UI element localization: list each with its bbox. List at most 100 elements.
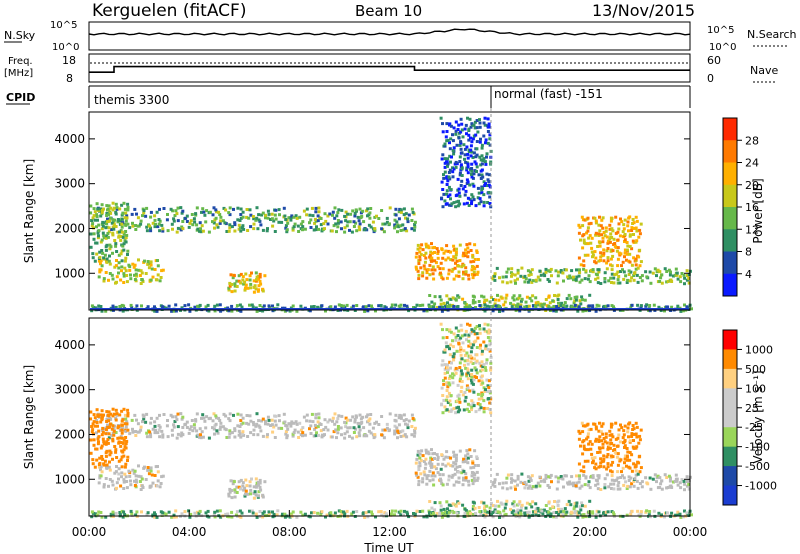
velocity-echo-cell <box>479 512 483 516</box>
velocity-echo-cell <box>111 437 115 441</box>
velocity-echo-cell <box>118 513 122 517</box>
power-echo-cell <box>89 232 93 236</box>
power-echo-cell <box>587 222 591 226</box>
velocity-echo-cell <box>155 416 159 420</box>
power-echo-cell <box>594 219 598 223</box>
velocity-echo-cell <box>151 481 155 485</box>
power-echo-cell <box>115 250 119 253</box>
velocity-echo-cell <box>557 512 561 516</box>
velocity-echo-cell <box>207 436 211 440</box>
velocity-echo-cell <box>474 339 478 343</box>
velocity-echo-cell <box>280 426 284 430</box>
power-echo-cell <box>428 294 432 297</box>
power-echo-cell <box>597 304 601 308</box>
power-echo-cell <box>367 304 371 308</box>
velocity-echo-cell <box>640 485 644 489</box>
power-echo-cell <box>509 271 513 275</box>
velocity-echo-cell <box>470 399 474 403</box>
power-echo-cell <box>394 207 398 211</box>
velocity-echo-cell <box>470 378 473 382</box>
velocity-echo-cell <box>449 409 453 413</box>
power-echo-cell <box>114 225 118 228</box>
velocity-echo-cell <box>354 414 358 418</box>
velocity-echo-cell <box>472 476 476 480</box>
power-echo-cell <box>634 215 638 219</box>
velocity-echo-cell <box>603 440 607 444</box>
power-echo-cell <box>448 147 452 151</box>
power-echo-cell <box>237 274 241 278</box>
power-echo-cell <box>354 221 358 225</box>
power-echo-cell <box>264 213 267 217</box>
power-echo-cell <box>144 272 148 275</box>
velocity-echo-cell <box>461 503 465 507</box>
velocity-echo-cell <box>631 445 635 449</box>
power-echo-cell <box>206 303 210 307</box>
velocity-echo-cell <box>628 466 632 470</box>
power-echo-cell <box>133 207 137 211</box>
velocity-echo-cell <box>95 458 99 462</box>
power-echo-cell <box>124 236 128 240</box>
velocity-echo-cell <box>637 461 641 465</box>
velocity-echo-cell <box>90 510 94 514</box>
power-echo-cell <box>330 229 334 233</box>
power-echo-cell <box>105 212 109 215</box>
velocity-echo-cell <box>450 475 454 479</box>
power-echo-cell <box>531 294 535 298</box>
power-echo-cell <box>441 188 445 191</box>
power-echo-cell <box>313 217 317 221</box>
power-echo-cell <box>461 297 465 301</box>
velocity-echo-cell <box>445 500 449 504</box>
power-echo-cell <box>601 226 605 230</box>
velocity-echo-cell <box>579 469 583 473</box>
velocity-echo-cell <box>623 457 627 461</box>
velocity-echo-cell <box>425 477 429 481</box>
power-echo-cell <box>428 253 432 257</box>
power-echo-cell <box>308 309 312 313</box>
power-echo-cell <box>441 122 444 126</box>
velocity-echo-cell <box>223 427 227 431</box>
power-echo-cell <box>313 221 317 225</box>
power-echo-cell <box>107 278 110 282</box>
velocity-echo-cell <box>470 346 474 350</box>
velocity-echo-cell <box>488 408 492 411</box>
velocity-echo-cell <box>441 511 444 515</box>
velocity-echo-cell <box>413 512 417 516</box>
power-echo-cell <box>252 227 256 231</box>
velocity-echo-cell <box>238 425 242 428</box>
velocity-echo-cell <box>156 479 160 483</box>
power-echo-cell <box>241 275 245 279</box>
power-echo-cell <box>492 304 496 308</box>
power-echo-cell <box>445 192 448 196</box>
power-echo-cell <box>577 223 581 227</box>
velocity-echo-cell <box>133 413 137 417</box>
power-echo-cell <box>480 168 484 172</box>
velocity-echo-cell <box>402 513 405 517</box>
power-echo-cell <box>291 226 295 230</box>
velocity-echo-cell <box>198 509 202 513</box>
velocity-echo-cell <box>534 502 538 506</box>
velocity-echo-cell <box>463 507 467 511</box>
x-tick-label: 16:00 <box>472 525 507 539</box>
power-echo-cell <box>467 273 470 277</box>
velocity-echo-cell <box>176 425 180 429</box>
velocity-echo-cell <box>483 366 487 370</box>
velocity-echo-cell <box>431 478 435 482</box>
power-echo-cell <box>617 251 621 255</box>
power-echo-cell <box>486 141 490 145</box>
velocity-echo-cell <box>486 384 490 388</box>
power-echo-cell <box>365 209 368 213</box>
power-echo-cell <box>215 223 219 227</box>
power-echo-cell <box>132 265 136 269</box>
power-echo-cell <box>185 220 189 223</box>
power-echo-cell <box>161 229 165 233</box>
velocity-echo-cell <box>299 510 303 514</box>
velocity-echo-cell <box>189 425 193 429</box>
velocity-echo-cell <box>128 432 132 436</box>
power-echo-cell <box>575 268 578 272</box>
velocity-echo-cell <box>488 349 492 353</box>
x-tick-label: 04:00 <box>172 525 207 539</box>
power-echo-cell <box>630 247 634 251</box>
colorbar-swatch <box>723 485 737 506</box>
power-echo-cell <box>530 299 534 303</box>
power-echo-cell <box>119 252 123 256</box>
